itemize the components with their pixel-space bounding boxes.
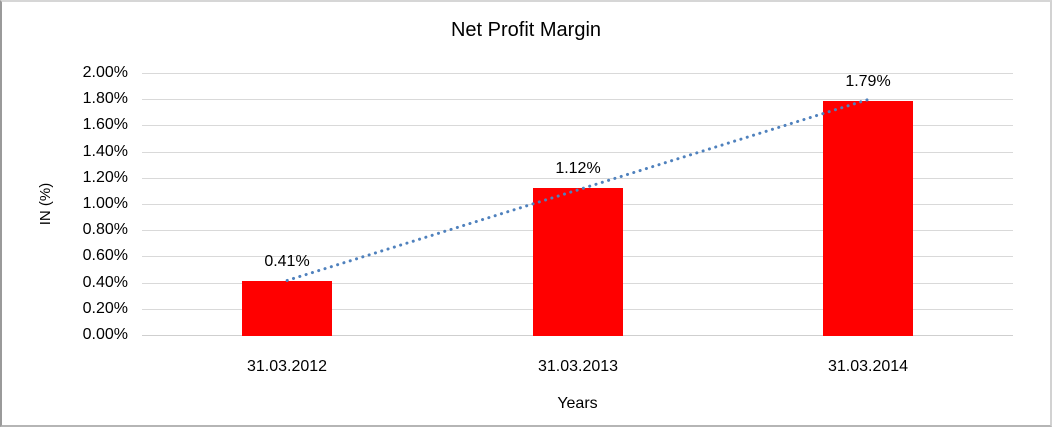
- gridline: [142, 99, 1013, 100]
- bar-31.03.2014: [823, 101, 913, 336]
- gridline: [142, 178, 1013, 179]
- y-tick-label: 0.60%: [82, 247, 128, 264]
- gridline: [142, 152, 1013, 153]
- y-tick-label: 0.40%: [82, 274, 128, 291]
- plot-area: [142, 73, 1013, 336]
- y-tick-label: 0.80%: [82, 221, 128, 238]
- bar-value-label: 0.41%: [264, 253, 310, 270]
- chart-title: Net Profit Margin: [450, 19, 602, 41]
- y-tick-label: 0.20%: [82, 300, 128, 317]
- y-tick-label: 1.40%: [82, 143, 128, 160]
- gridline: [142, 73, 1013, 74]
- x-tick-label: 31.03.2013: [537, 358, 619, 375]
- x-axis-title: Years: [557, 395, 598, 412]
- y-tick-label: 1.80%: [82, 90, 128, 107]
- y-tick-label: 1.20%: [82, 169, 128, 186]
- bar-31.03.2013: [533, 188, 623, 336]
- y-tick-label: 1.00%: [82, 195, 128, 212]
- x-tick-label: 31.03.2012: [246, 358, 328, 375]
- bar-value-label: 1.79%: [845, 73, 891, 90]
- y-tick-label: 2.00%: [82, 64, 128, 81]
- bar-31.03.2012: [242, 281, 332, 336]
- bar-value-label: 1.12%: [555, 160, 601, 177]
- x-tick-label: 31.03.2014: [827, 358, 909, 375]
- gridline: [142, 125, 1013, 126]
- y-tick-label: 1.60%: [82, 116, 128, 133]
- y-tick-label: 0.00%: [82, 326, 128, 343]
- trendline: [285, 98, 870, 282]
